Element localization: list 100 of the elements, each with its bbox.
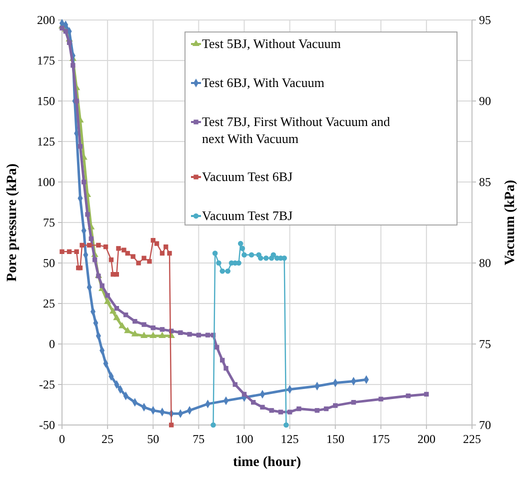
legend-label: Vacuum Test 6BJ — [202, 169, 293, 184]
point — [82, 180, 86, 184]
x-tick-label: 0 — [59, 432, 65, 446]
point — [105, 293, 110, 298]
point — [160, 250, 165, 256]
y2-tick-label: 70 — [479, 418, 491, 432]
y2-tick-label: 95 — [479, 13, 491, 28]
legend-label: Vacuum Test 7BJ — [202, 208, 293, 223]
point — [63, 28, 68, 34]
y-tick-label: 150 — [37, 94, 55, 108]
point — [78, 144, 83, 149]
point — [220, 358, 225, 363]
point — [66, 249, 72, 254]
point — [85, 212, 90, 217]
point — [238, 240, 244, 246]
point — [114, 306, 120, 311]
point — [108, 257, 114, 262]
point — [103, 244, 108, 250]
point — [60, 26, 64, 30]
point — [142, 256, 146, 260]
point — [114, 272, 120, 277]
point — [214, 344, 220, 350]
point — [104, 298, 112, 304]
y-axis-title: Pore pressure (kPa) — [5, 163, 20, 282]
point — [210, 422, 216, 428]
x-tick-label: 200 — [417, 432, 436, 446]
point — [147, 259, 152, 264]
x-tick-label: 125 — [280, 432, 299, 446]
point — [168, 422, 174, 428]
legend-label: Test 6BJ, With Vacuum — [202, 75, 324, 90]
point — [154, 241, 160, 246]
y2-axis-title: Vacuum (kPa) — [503, 179, 518, 266]
x-tick-label: 150 — [326, 432, 344, 446]
point — [113, 314, 120, 320]
y-tick-label: 200 — [37, 13, 55, 28]
legend-label: Test 7BJ, First Without Vacuum and next With Vacuum — [202, 114, 391, 146]
point — [160, 327, 165, 332]
point — [100, 283, 104, 288]
point — [216, 260, 222, 266]
point — [269, 408, 274, 413]
point — [158, 332, 166, 338]
x-tick-label: 50 — [147, 432, 160, 446]
point — [258, 256, 264, 261]
point — [92, 257, 98, 262]
point — [324, 406, 329, 412]
point — [278, 410, 284, 414]
point — [351, 400, 356, 405]
point — [224, 366, 228, 371]
y2-tick-label: 90 — [479, 94, 491, 108]
point — [96, 242, 101, 248]
point — [109, 307, 117, 314]
point — [150, 332, 157, 338]
point — [242, 252, 247, 258]
point — [122, 248, 126, 252]
point — [118, 322, 126, 328]
point — [248, 252, 254, 258]
point — [130, 254, 136, 259]
y-tick-label: 125 — [37, 134, 55, 149]
y2-tick-label: 75 — [479, 337, 491, 352]
point — [178, 330, 183, 336]
point — [250, 400, 256, 405]
y-tick-label: 175 — [37, 54, 55, 68]
point — [283, 422, 289, 428]
point — [80, 242, 84, 248]
x-tick-label: 100 — [235, 432, 254, 446]
point — [260, 404, 265, 410]
point — [205, 332, 210, 338]
point — [406, 393, 411, 398]
point — [125, 250, 130, 256]
y2-tick-label: 85 — [479, 175, 491, 190]
x-tick-label: 175 — [372, 432, 390, 446]
y-tick-label: 50 — [43, 256, 55, 270]
x-tick-label: 75 — [192, 432, 205, 446]
y-tick-label: -50 — [39, 418, 55, 432]
point — [131, 330, 138, 336]
point — [220, 268, 225, 274]
point — [140, 332, 148, 338]
point — [196, 332, 202, 338]
point — [314, 408, 320, 413]
point — [232, 382, 238, 387]
point — [70, 63, 76, 68]
point — [270, 252, 276, 258]
point — [378, 396, 384, 402]
x-tick-label: 25 — [102, 432, 114, 446]
x-axis-title: time (hour) — [232, 455, 302, 470]
point — [164, 244, 168, 250]
point — [88, 236, 94, 242]
point — [132, 318, 138, 324]
point — [60, 249, 64, 254]
point — [263, 256, 269, 261]
point — [167, 250, 172, 256]
point — [212, 250, 218, 256]
point — [296, 406, 302, 412]
y2-tick-label: 80 — [479, 256, 491, 270]
x-tick-label: 225 — [463, 432, 481, 446]
point — [240, 246, 246, 252]
point — [74, 249, 79, 254]
y-tick-label: 0 — [49, 337, 55, 352]
point — [142, 322, 146, 327]
point — [225, 268, 230, 274]
